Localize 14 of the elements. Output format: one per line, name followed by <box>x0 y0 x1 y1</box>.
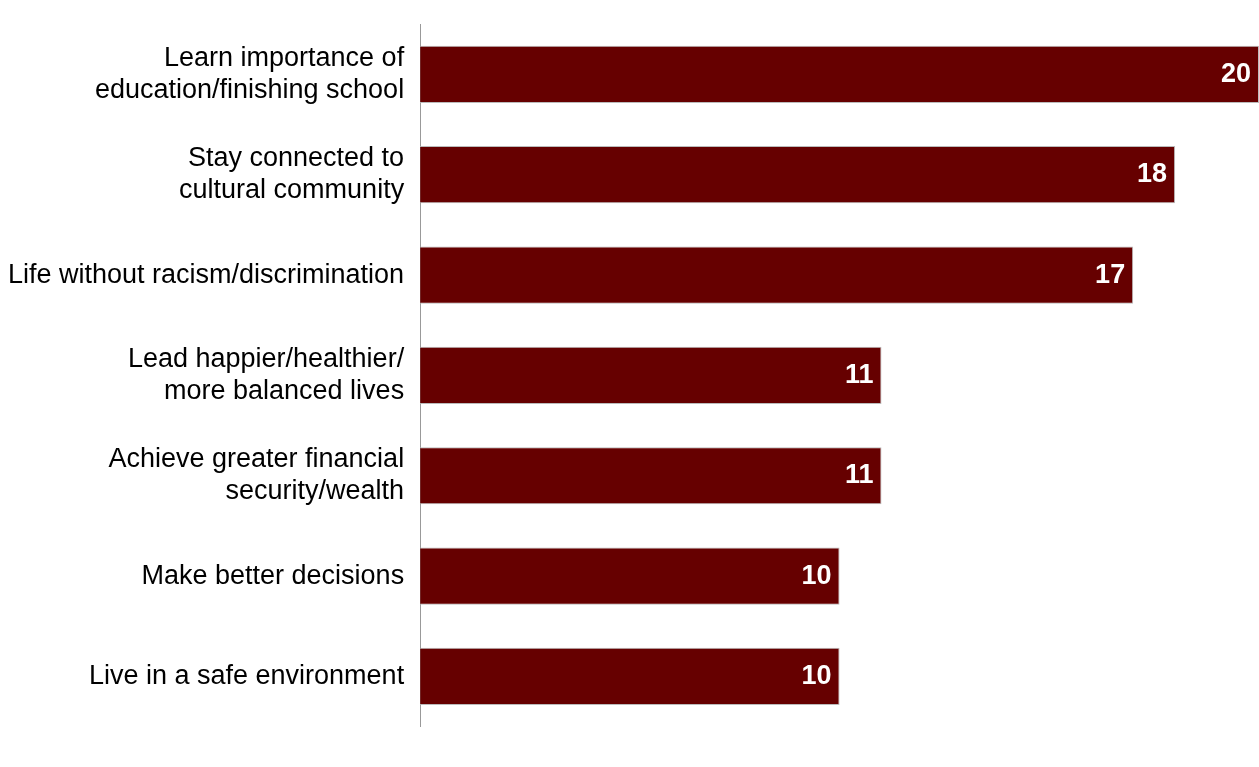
y-tick-label: Achieve greater financial security/wealth <box>108 443 405 506</box>
data-label: 17 <box>1095 258 1126 289</box>
y-tick-label: Stay connected to cultural community <box>179 141 405 205</box>
y-tick-label: Make better decisions <box>141 559 405 590</box>
y-tick-label: Lead happier/healthier/ more balanced lives <box>127 342 405 406</box>
data-label: 11 <box>844 459 874 490</box>
y-tick-label: Life without racism/discrimination <box>8 258 405 289</box>
data-label: 11 <box>844 358 874 389</box>
y-tick-label: Live in a safe environment <box>88 659 405 690</box>
data-label: 20 <box>1220 57 1251 88</box>
data-label: 18 <box>1137 158 1168 189</box>
data-label: 10 <box>801 559 832 590</box>
data-label: 10 <box>801 659 832 690</box>
y-tick-label: Learn importance of education/finishing school <box>94 41 405 105</box>
